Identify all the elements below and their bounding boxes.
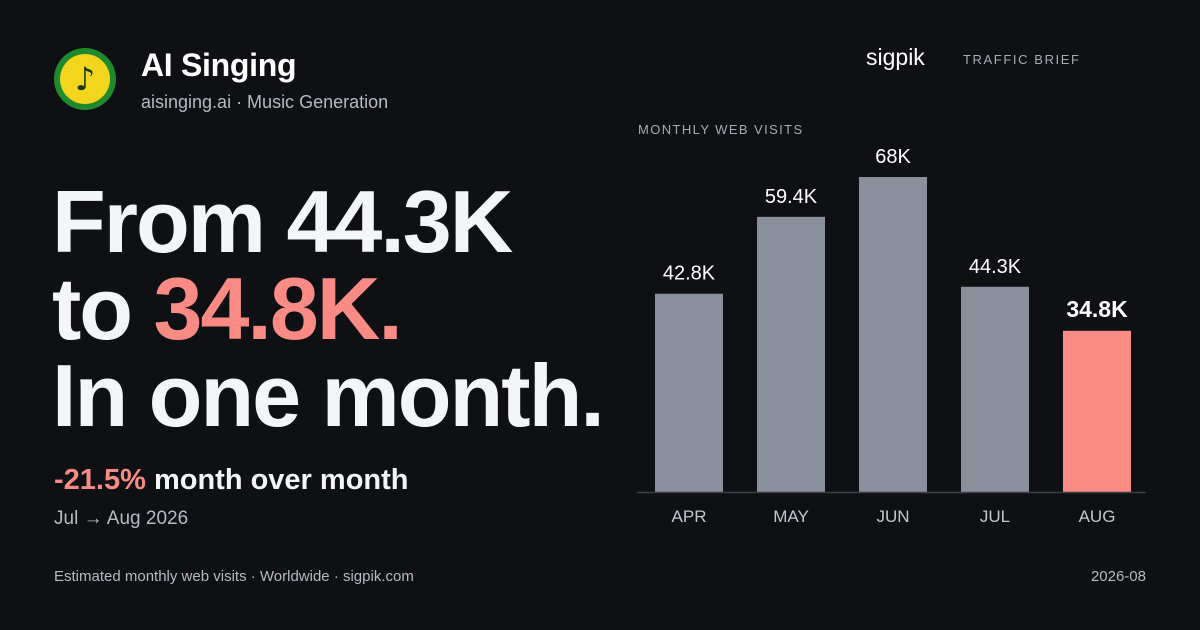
bar-value-label: 42.8K — [663, 263, 716, 285]
footer-date: 2026-08 — [1090, 568, 1146, 585]
x-tick-label: MAY — [773, 507, 809, 526]
app-subtitle: aisinging.ai · Music Generation — [141, 92, 389, 112]
chart-title: MONTHLY WEB VISITS — [638, 122, 804, 137]
headline: From 44.3K to 34.8K. In one month. — [52, 172, 605, 445]
bar-value-label: 34.8K — [1066, 296, 1128, 322]
x-tick-label: JUN — [876, 507, 909, 526]
x-tick-label: APR — [672, 507, 707, 526]
headline-accent-value: 34.8K. — [153, 259, 403, 358]
music-note-icon: ♪ — [60, 54, 110, 104]
bar-jul — [961, 286, 1029, 492]
x-tick-label: AUG — [1079, 507, 1116, 526]
change-percent: -21.5% — [54, 464, 146, 496]
headline-line-1: From 44.3K — [52, 172, 513, 271]
footer-source: Estimated monthly web visits · Worldwide… — [54, 568, 414, 585]
bar-may — [757, 216, 825, 492]
brand-tag: TRAFFIC BRIEF — [963, 52, 1081, 67]
change-label: month over month — [145, 464, 409, 496]
bar-apr — [655, 293, 723, 492]
headline-line-2-prefix: to — [52, 259, 154, 358]
bar-jun — [859, 177, 927, 492]
bar-value-label: 68K — [875, 146, 911, 168]
change-summary: -21.5% month over month — [54, 464, 409, 497]
app-logo: ♪ — [54, 48, 116, 110]
bar-aug — [1063, 330, 1131, 492]
brand-name: sigpik — [866, 44, 925, 70]
period-label: Jul → Aug 2026 — [54, 508, 189, 529]
x-tick-label: JUL — [980, 507, 1010, 526]
bar-value-label: 59.4K — [765, 186, 818, 208]
app-name: AI Singing — [141, 47, 297, 83]
headline-line-2: to 34.8K. — [52, 265, 603, 353]
headline-line-3: In one month. — [52, 346, 605, 445]
bar-value-label: 44.3K — [969, 256, 1022, 278]
